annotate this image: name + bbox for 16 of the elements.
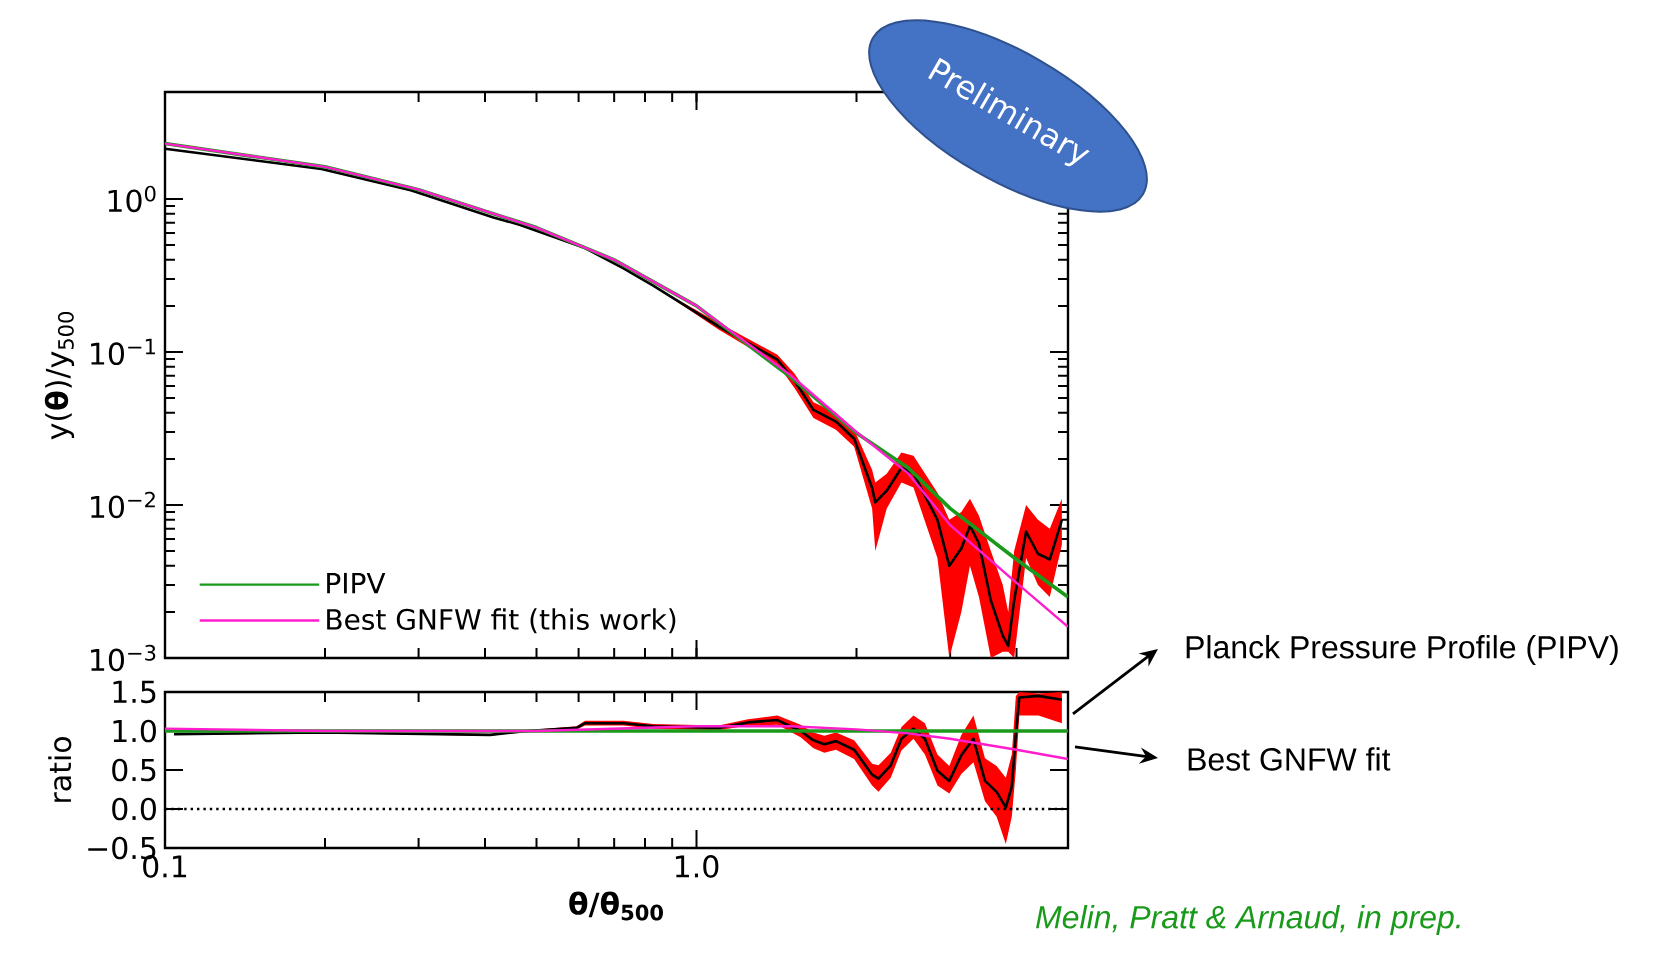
y-tick-label: 10$^{−1}$ (91, 338, 155, 366)
text: Best GNFW fit (1188, 747, 1391, 771)
y-tick-label: 10$^{−3}$ (91, 644, 156, 672)
legend-label: PIPV (327, 572, 386, 594)
y-tick-label: 0.5 (112, 758, 156, 782)
legend-label: Best GNFW fit (this work) (327, 608, 676, 634)
y-tick-label: 10$^{−2}$ (91, 491, 155, 519)
y-tick-label: 10$^{0}$ (108, 185, 156, 213)
y-tick-label: 0.0 (112, 797, 156, 821)
y-axis-title: ratio (48, 737, 72, 802)
text: Melin, Pratt & Arnaud, in prep. (1036, 905, 1460, 935)
y-axis-title: y(θ)/y$_{500}$ (44, 312, 75, 440)
y-tick-label: 1.0 (113, 719, 156, 743)
y-tick-label: 1.5 (113, 680, 156, 704)
text: Planck Pressure Profile (PIPV) (1186, 635, 1618, 665)
x-axis-title: θ/θ$_{500}$ (569, 891, 663, 921)
